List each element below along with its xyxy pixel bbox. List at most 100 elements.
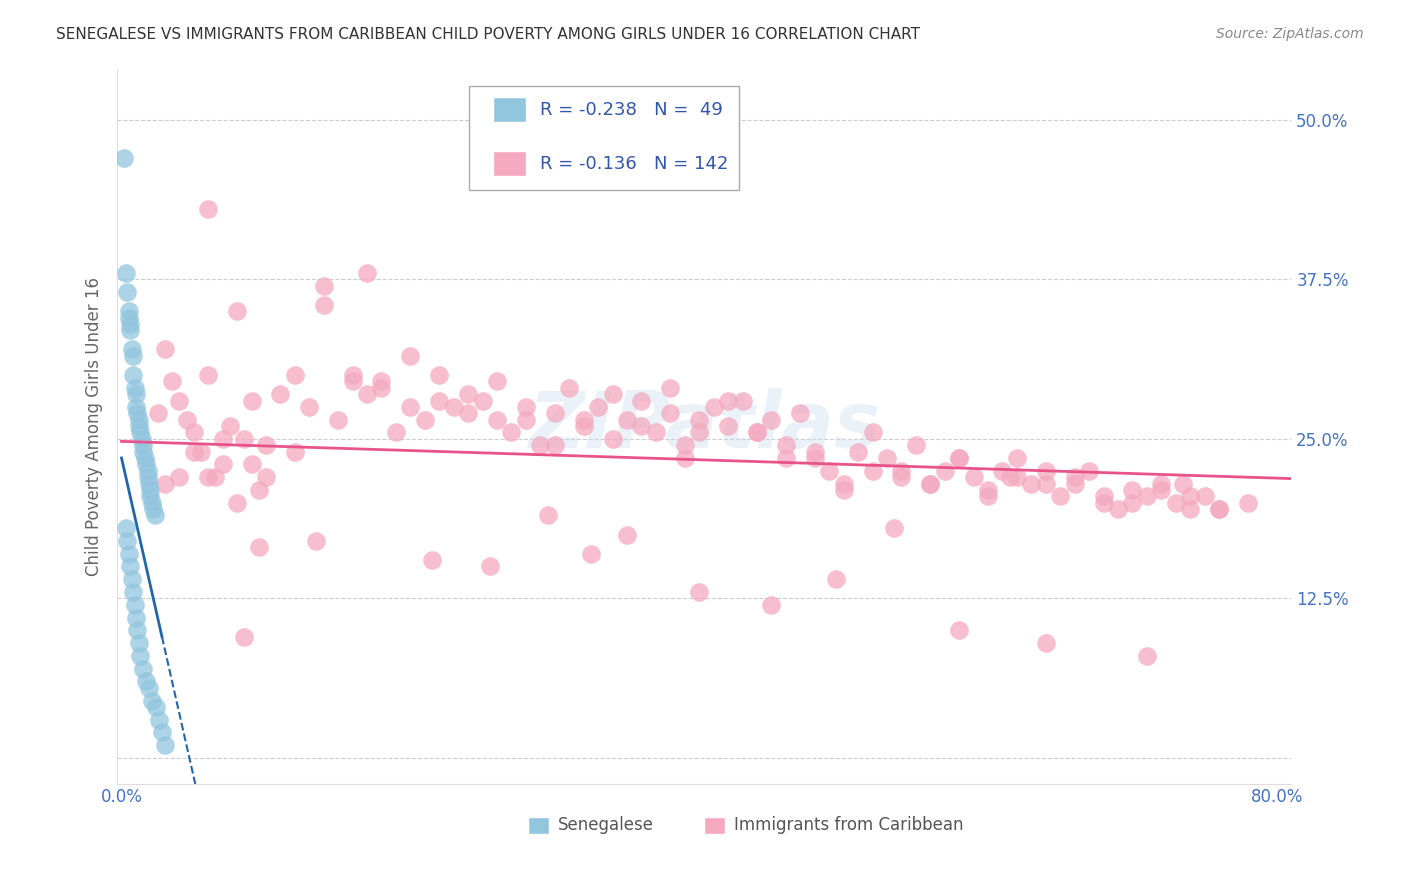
Point [135, 458, 157, 472]
Point [876, 450, 898, 465]
Point [125, 387, 148, 401]
Point [342, 375, 364, 389]
Point [1063, 470, 1085, 484]
Point [471, 393, 494, 408]
Point [991, 464, 1014, 478]
Point [120, 559, 142, 574]
Point [370, 381, 392, 395]
Point [818, 464, 841, 478]
Point [934, 464, 956, 478]
Point [143, 508, 166, 523]
Point [127, 624, 149, 638]
Point [153, 343, 176, 357]
Point [572, 412, 595, 426]
Point [630, 419, 652, 434]
Point [1092, 489, 1115, 503]
Point [420, 553, 443, 567]
Point [247, 483, 270, 497]
Text: R = -0.136   N = 142: R = -0.136 N = 142 [540, 154, 728, 173]
Point [138, 476, 160, 491]
Point [1208, 502, 1230, 516]
Point [630, 393, 652, 408]
Point [478, 559, 501, 574]
Point [1035, 636, 1057, 650]
Point [688, 412, 710, 426]
Point [226, 304, 249, 318]
Point [118, 310, 141, 325]
Point [142, 502, 165, 516]
Point [745, 425, 768, 440]
Point [112, 151, 135, 165]
Point [803, 450, 825, 465]
Point [920, 476, 942, 491]
Point [427, 368, 450, 382]
Point [211, 458, 233, 472]
Point [1005, 450, 1028, 465]
Text: ZIPatlas: ZIPatlas [529, 388, 880, 464]
Point [254, 470, 277, 484]
Point [1237, 496, 1260, 510]
Point [124, 381, 146, 395]
Point [385, 425, 408, 440]
Point [1171, 476, 1194, 491]
FancyBboxPatch shape [494, 151, 526, 176]
Point [529, 438, 551, 452]
Point [825, 572, 848, 586]
Point [240, 393, 263, 408]
Point [356, 387, 378, 401]
Point [240, 458, 263, 472]
Point [136, 470, 159, 484]
Point [544, 438, 567, 452]
Point [1194, 489, 1216, 503]
Point [183, 444, 205, 458]
Point [789, 406, 811, 420]
Point [135, 674, 157, 689]
Point [204, 470, 226, 484]
Point [211, 432, 233, 446]
Point [134, 450, 156, 465]
Point [233, 630, 256, 644]
Point [586, 400, 609, 414]
Point [515, 400, 537, 414]
Point [688, 585, 710, 599]
Point [183, 425, 205, 440]
Point [169, 393, 191, 408]
Point [146, 406, 169, 420]
Point [883, 521, 905, 535]
Point [703, 400, 725, 414]
Point [1150, 476, 1173, 491]
Text: R = -0.238   N =  49: R = -0.238 N = 49 [540, 101, 723, 119]
Point [197, 368, 219, 382]
Point [127, 406, 149, 420]
Point [890, 464, 912, 478]
Point [399, 400, 422, 414]
Point [413, 412, 436, 426]
Text: Senegalese: Senegalese [558, 816, 654, 834]
Point [131, 432, 153, 446]
Point [731, 393, 754, 408]
Point [761, 598, 783, 612]
Point [132, 662, 155, 676]
Point [890, 470, 912, 484]
Point [399, 349, 422, 363]
Point [1021, 476, 1043, 491]
Point [1078, 464, 1101, 478]
Point [572, 419, 595, 434]
Point [136, 464, 159, 478]
Point [427, 393, 450, 408]
Point [115, 266, 138, 280]
Point [150, 725, 173, 739]
Point [122, 349, 145, 363]
Point [659, 406, 682, 420]
Point [457, 406, 479, 420]
Point [153, 476, 176, 491]
Point [312, 278, 335, 293]
FancyBboxPatch shape [494, 97, 526, 122]
Point [745, 425, 768, 440]
Point [122, 368, 145, 382]
Point [284, 444, 307, 458]
Point [832, 483, 855, 497]
Point [139, 489, 162, 503]
Point [132, 444, 155, 458]
Point [544, 406, 567, 420]
